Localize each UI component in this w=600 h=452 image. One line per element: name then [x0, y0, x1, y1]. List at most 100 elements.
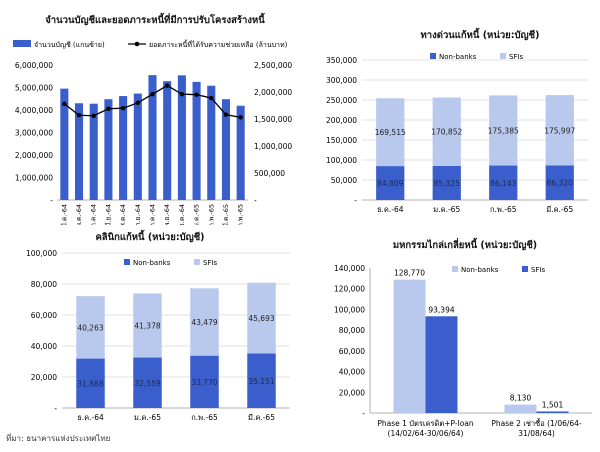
chart-title: ทางด่วนแก้หนี้ (หน่วย:บัญชี) [420, 30, 540, 41]
y-tick-label: 300,000 [326, 76, 357, 85]
data-label-sfis: 45,693 [248, 314, 274, 323]
y-tick-label: 100,000 [334, 305, 365, 314]
left-tick-label: 1,000,000 [15, 174, 53, 183]
x-tick-label: พ.ค.-64 [75, 204, 83, 225]
legend-label-accounts: จำนวนบัญชี (แกนซ้าย) [34, 41, 105, 49]
chart-panel-restructuring: จำนวนบัญชีและยอดภาระหนี้ที่มีการปรับโครง… [0, 0, 300, 225]
point-debt [106, 106, 111, 111]
bar-nonbanks [504, 404, 537, 413]
left-tick-label: 5,000,000 [15, 84, 53, 93]
y-tick-label: 150,000 [326, 136, 357, 145]
point-debt [120, 106, 126, 111]
left-tick-label: - [50, 196, 53, 205]
debt-expressway-chart: Non-banks SFIs 350,000 300,000 250,000 200,00… [326, 53, 588, 214]
point-debt [179, 91, 185, 97]
y-tick-label: 120,000 [334, 285, 365, 294]
legend-label-sfis: SFIs [203, 259, 218, 267]
y-tick-label: 80,000 [339, 326, 365, 335]
y-tick-label: 250,000 [326, 96, 357, 105]
legend-label-nonbanks: Non-banks [439, 53, 477, 61]
data-label-nonbanks: 84,809 [377, 179, 403, 188]
bar-accounts [177, 75, 186, 200]
bar-sfis [432, 97, 461, 166]
y-tick-label: 100,000 [26, 249, 57, 258]
y-tick-label: 140,000 [334, 264, 365, 273]
x-tick-label: ก.พ.-65 [207, 204, 215, 225]
data-label-sfis: 43,479 [191, 318, 217, 327]
bar-accounts [60, 88, 69, 200]
left-tick-label: 4,000,000 [15, 106, 53, 115]
data-label-nonbanks: 8,130 [510, 394, 532, 403]
data-label-nonbanks: 31,888 [77, 379, 103, 388]
y-tick-label: 350,000 [326, 56, 357, 65]
x-tick-label: ธ.ค.-64 [178, 204, 186, 225]
bar-accounts [148, 75, 157, 200]
x-tick-label: (14/02/64-30/06/64) [388, 429, 464, 438]
bar-sfis [376, 98, 405, 167]
y-tick-label: 40,000 [339, 368, 365, 377]
y-tick-label: 50,000 [331, 176, 357, 185]
bar-accounts [104, 99, 113, 200]
bar-accounts [192, 81, 201, 200]
right-tick-label: 1,000,000 [254, 142, 292, 151]
bar-accounts [133, 93, 142, 200]
x-tick-label: ธ.ค.-64 [377, 205, 404, 214]
x-tick-label: มี.ย.-64 [104, 204, 112, 225]
legend-label-nonbanks: Non-banks [133, 259, 171, 267]
x-tick-label: Phase 1 บัตรเครดิต+P-loan [377, 419, 474, 428]
x-tick-label: ก.พ.-65 [237, 204, 245, 225]
x-tick-label: ก.ย.-64 [134, 204, 142, 225]
bar-nonbanks [376, 166, 405, 200]
point-debt [91, 113, 96, 118]
bar-nonbanks [190, 355, 219, 408]
point-debt [209, 95, 214, 101]
bar-nonbanks [133, 357, 162, 408]
data-label-nonbanks: 86,143 [490, 179, 516, 188]
right-tick-label: 500,000 [254, 169, 285, 178]
y-tick-label: 80,000 [31, 280, 57, 289]
left-tick-label: 6,000,000 [15, 61, 53, 70]
point-debt [150, 91, 155, 97]
legend-label-debt: ยอดภาระหนี้ที่ได้รับความช่วยเหลือ (ล้านบ… [149, 38, 288, 49]
data-label-sfis: 40,263 [77, 323, 103, 332]
bar-sfis [489, 95, 518, 166]
chart-title: คลินิกแก้หนี้ (หน่วย:บัญชี) [95, 232, 205, 243]
legend-swatch-nonbanks [124, 259, 130, 265]
legend-label-nonbanks: Non-banks [461, 266, 499, 274]
data-label-sfis: 1,501 [542, 400, 564, 409]
y-tick-label: - [354, 196, 357, 205]
x-tick-label: มี.ค.-65 [546, 205, 573, 214]
data-label-nonbanks: 85,325 [434, 179, 460, 188]
x-tick-label: มี.ค.-65 [248, 413, 275, 422]
y-tick-label: 20,000 [339, 388, 365, 397]
x-tick-label: มี.ค.-64 [60, 204, 68, 225]
legend-swatch-nonbanks [430, 53, 436, 59]
bar-sfis [76, 296, 105, 359]
x-tick-label: ม.ค.-65 [134, 413, 161, 422]
right-tick-label: - [254, 196, 257, 205]
debt-clinic-chart: Non-banks SFIs 100,000 80,000 60,000 40,000 20… [26, 249, 290, 422]
data-label-nonbanks: 35,151 [248, 377, 274, 386]
y-tick-label: 100,000 [326, 156, 357, 165]
legend-swatch-sfis [522, 266, 528, 272]
y-tick-label: - [362, 409, 365, 418]
bar-sfis [247, 282, 276, 354]
x-tick-label: 31/08/64) [518, 429, 555, 438]
chart-title: จำนวนบัญชีและยอดภาระหนี้ที่มีการปรับโครง… [45, 15, 265, 26]
bar-nonbanks [432, 165, 461, 200]
x-tick-label: ม.ค.-65 [433, 205, 460, 214]
legend-swatch-nonbanks [452, 266, 458, 272]
chart-panel-debt-mediation: มหกรรมไกล่เกลี่ยหนี้ (หน่วย:บัญชี) Non-b… [300, 225, 600, 452]
x-tick-label: ก.พ.-65 [490, 205, 517, 214]
bar-sfis [190, 288, 219, 356]
x-tick-label: มี.ค.-65 [222, 204, 230, 225]
x-tick-label: ก.ค.-64 [90, 204, 98, 225]
point-debt [223, 112, 229, 117]
y-tick-label: 40,000 [31, 342, 57, 351]
legend-label-sfis: SFIs [509, 53, 524, 61]
legend-label-sfis: SFIs [531, 266, 546, 274]
point-debt [164, 83, 170, 88]
point-debt [194, 92, 199, 97]
x-tick-label: ม.ค.-65 [193, 204, 201, 225]
point-debt [135, 100, 141, 106]
